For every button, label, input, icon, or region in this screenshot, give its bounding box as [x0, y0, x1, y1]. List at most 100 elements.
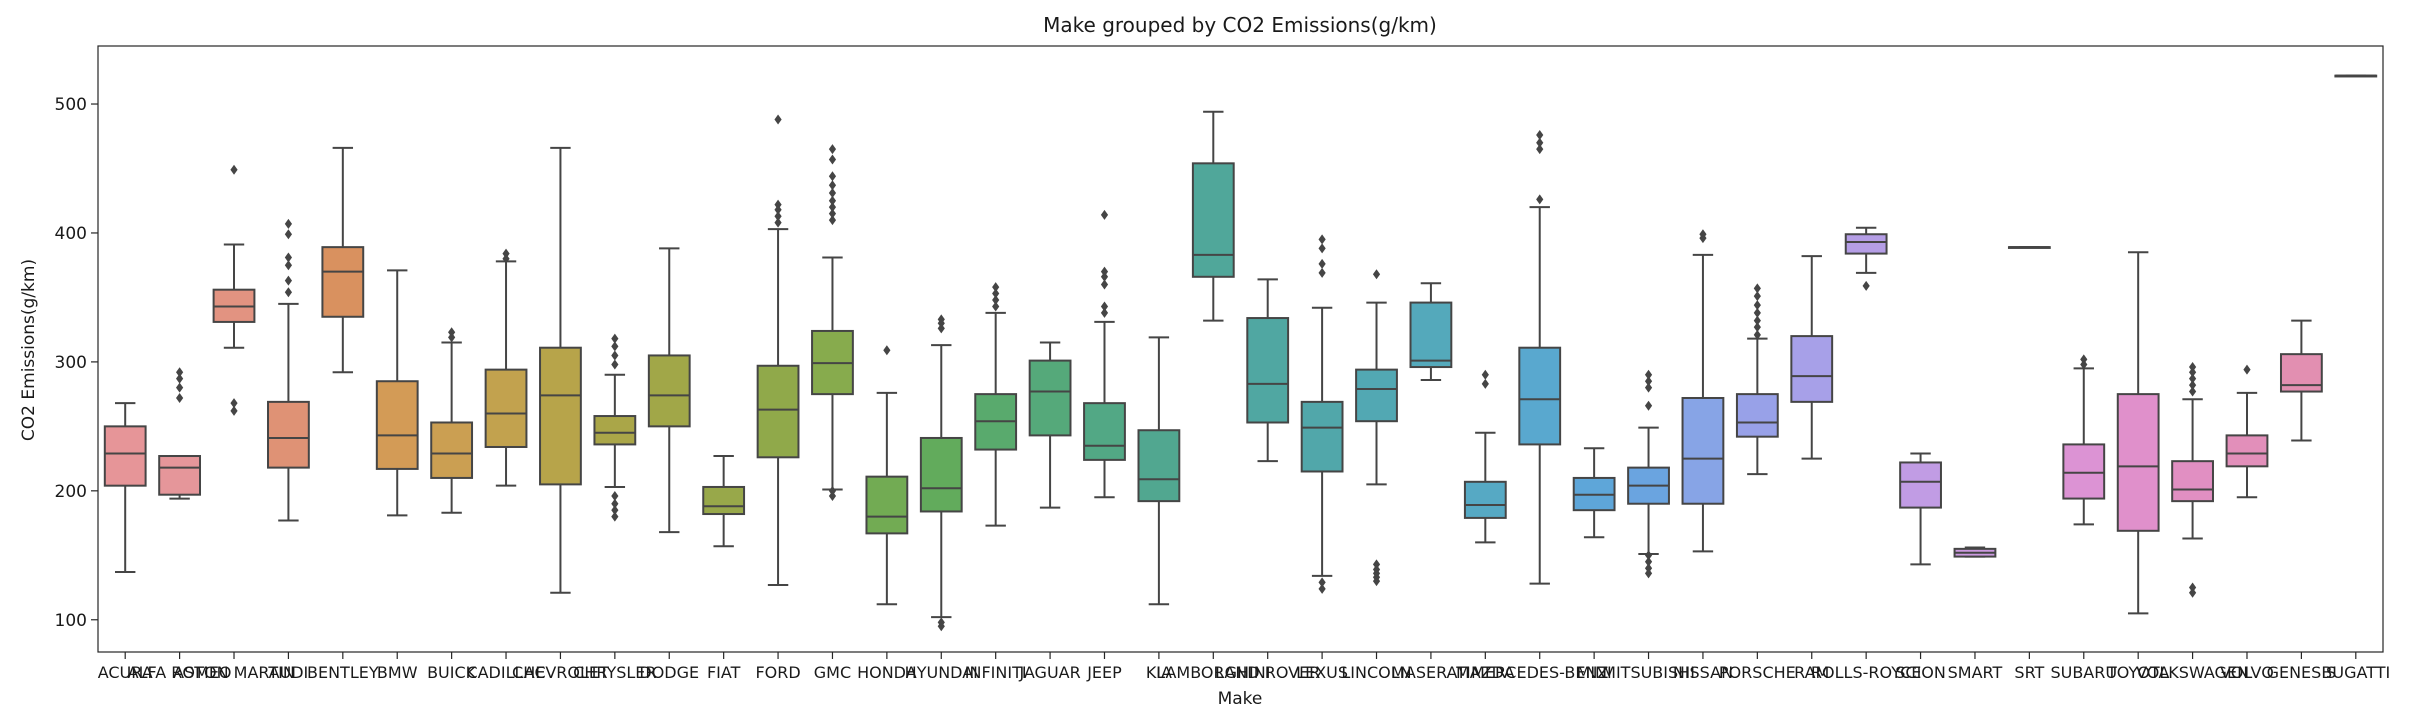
x-tick-label: DODGE: [639, 663, 699, 682]
outlier-point: [1644, 382, 1653, 393]
x-tick-label: ALFA ROMEO: [128, 663, 232, 682]
outlier-point: [284, 229, 293, 240]
box-porsche: [1735, 283, 1779, 476]
x-tick-label: JEEP: [1086, 663, 1122, 682]
box-cadillac: [484, 248, 528, 487]
box-honda: [865, 345, 909, 606]
box-scion: [1899, 452, 1942, 566]
x-tick-label: BUICK: [427, 663, 477, 682]
box-fiat: [702, 455, 746, 548]
box-buick: [430, 327, 474, 514]
outlier-point: [2080, 359, 2088, 370]
box-iqr: [1028, 359, 1072, 437]
box-iqr: [1355, 368, 1398, 423]
chart-title: Make grouped by CO2 Emissions(g/km): [1043, 13, 1437, 37]
x-tick-label: BMW: [377, 663, 418, 682]
outlier-point: [828, 490, 837, 501]
outlier-point: [1372, 559, 1381, 570]
box-iqr: [430, 421, 474, 479]
box-iqr: [1083, 402, 1126, 461]
box-audi: [267, 218, 310, 522]
x-tick-label: LAND ROVER: [1215, 663, 1320, 682]
x-tick-label: MASERATI: [1391, 663, 1471, 682]
outlier-point: [1753, 322, 1761, 333]
y-tick-label: 200: [55, 482, 87, 502]
y-tick-label: 100: [55, 611, 87, 631]
x-tick-label: CHEVROLET: [512, 663, 609, 682]
outlier-point: [992, 282, 1000, 293]
outlier-point: [2080, 354, 2088, 365]
outlier-point: [1753, 315, 1761, 326]
box-lexus: [1300, 234, 1344, 594]
box-jaguar: [1028, 341, 1072, 509]
x-tick-label: GENESIS: [2267, 663, 2337, 682]
outlier-point: [992, 295, 1000, 306]
outlier-point: [230, 164, 238, 175]
box-land-rover: [1246, 278, 1290, 463]
box-iqr: [2225, 434, 2269, 468]
box-alfa-romeo: [158, 367, 202, 500]
outlier-point: [284, 218, 293, 229]
outlier-point: [1644, 376, 1653, 387]
box-ram: [1790, 255, 1834, 460]
box-iqr: [702, 485, 746, 516]
box-iqr: [103, 425, 147, 487]
outlier-point: [1699, 229, 1707, 240]
outlier-point: [284, 275, 293, 286]
x-tick-label: TOYOTA: [2106, 663, 2170, 682]
outlier-point: [1753, 329, 1761, 340]
box-rolls-royce: [1844, 226, 1888, 291]
outlier-point: [937, 617, 945, 628]
box-lamborghini: [1191, 110, 1235, 322]
outlier-point: [1644, 550, 1653, 561]
box-iqr: [1899, 461, 1942, 509]
x-tick-label: SUBARU: [2050, 663, 2117, 682]
outlier-point: [937, 314, 945, 325]
box-iqr: [539, 346, 582, 486]
x-tick-label: SMART: [1948, 663, 2003, 682]
outlier-point: [1862, 280, 1870, 291]
box-volvo: [2225, 364, 2269, 499]
box-volkswagen: [2171, 362, 2214, 598]
x-tick-label: VOLVO: [2220, 663, 2274, 682]
box-iqr: [484, 368, 528, 448]
outlier-point: [828, 180, 837, 191]
x-tick-label: NISSAN: [1673, 663, 1733, 682]
box-kia: [1137, 336, 1181, 606]
outlier-point: [1318, 583, 1326, 594]
outlier-point: [1644, 556, 1653, 567]
box-ford: [756, 114, 800, 586]
outlier-point: [230, 405, 238, 416]
outlier-point: [1753, 300, 1761, 311]
box-infiniti: [974, 282, 1018, 527]
x-tick-label: KIA: [1146, 663, 1172, 682]
y-tick-label: 500: [55, 95, 87, 115]
box-iqr: [865, 475, 909, 535]
x-tick-label: SRT: [2014, 663, 2044, 682]
box-iqr: [1246, 317, 1290, 424]
outlier-point: [611, 490, 619, 501]
y-tick-label: 300: [55, 353, 87, 373]
outlier-point: [828, 144, 837, 155]
outlier-point: [1536, 137, 1544, 148]
outlier-point: [774, 217, 782, 228]
box-iqr: [756, 364, 800, 459]
x-tick-label: VOLKSWAGEN: [2136, 663, 2249, 682]
x-tick-label: CHRYSLER: [573, 663, 656, 682]
box-iqr: [1681, 396, 1725, 505]
outlier-point: [611, 511, 619, 522]
x-tick-label: GMC: [814, 663, 851, 682]
outlier-point: [1318, 243, 1326, 254]
x-tick-label: HONDA: [857, 663, 917, 682]
box-bugatti: [2334, 74, 2378, 78]
outlier-point: [1481, 378, 1489, 389]
x-tick-label: ASTON MARTIN: [173, 663, 295, 682]
y-axis-label: CO2 Emissions(g/km): [19, 259, 39, 441]
box-bmw: [375, 269, 419, 517]
box-acura: [103, 402, 147, 574]
plot-area: [103, 74, 2378, 632]
outlier-point: [611, 505, 619, 516]
outlier-point: [1644, 568, 1653, 579]
box-toyota: [2116, 251, 2160, 615]
